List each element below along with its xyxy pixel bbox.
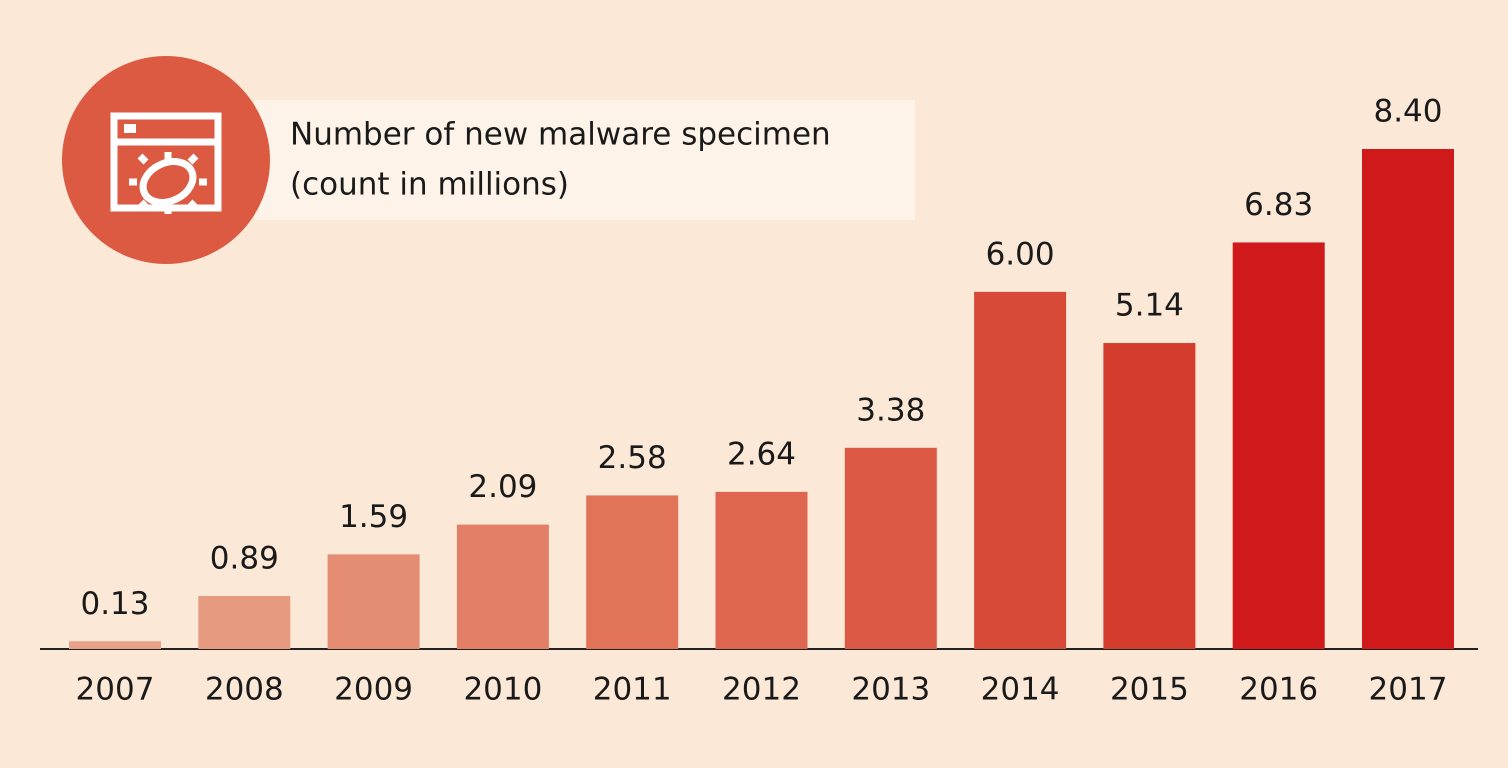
- x-tick-label: 2013: [851, 672, 930, 708]
- value-label: 6.83: [1244, 187, 1313, 223]
- bar: [844, 447, 937, 649]
- value-label: 2.58: [598, 440, 667, 476]
- x-tick-label: 2011: [593, 672, 672, 708]
- bar: [198, 596, 291, 649]
- bar: [1362, 149, 1454, 649]
- value-label: 1.59: [339, 499, 408, 535]
- value-label: 0.13: [80, 586, 149, 622]
- bar: [715, 491, 808, 649]
- malware-icon: [110, 112, 222, 214]
- x-tick-label: 2012: [722, 672, 801, 708]
- bar: [586, 495, 679, 649]
- value-label: 2.09: [468, 469, 537, 505]
- x-tick-label: 2008: [205, 672, 284, 708]
- x-tick-label: 2010: [463, 672, 542, 708]
- x-tick-label: 2014: [981, 672, 1060, 708]
- x-tick-label: 2015: [1110, 672, 1189, 708]
- chart-subtitle: (count in millions): [290, 167, 569, 203]
- x-tick-label: 2016: [1239, 672, 1318, 708]
- value-label: 3.38: [856, 392, 925, 428]
- x-tick-label: 2007: [76, 672, 155, 708]
- value-label: 0.89: [210, 541, 279, 577]
- x-tick-label: 2017: [1369, 672, 1448, 708]
- bar: [974, 291, 1067, 649]
- value-label: 2.64: [727, 436, 796, 472]
- value-label: 6.00: [986, 236, 1055, 272]
- value-label: 5.14: [1115, 288, 1184, 324]
- x-tick-label: 2009: [334, 672, 413, 708]
- bar: [69, 641, 161, 649]
- title-box: [255, 100, 915, 220]
- bar: [1232, 242, 1325, 649]
- bar: [1103, 343, 1196, 649]
- value-label: 8.40: [1373, 94, 1442, 130]
- bar: [456, 524, 549, 649]
- bar: [327, 554, 420, 649]
- chart-title: Number of new malware specimen: [290, 117, 831, 153]
